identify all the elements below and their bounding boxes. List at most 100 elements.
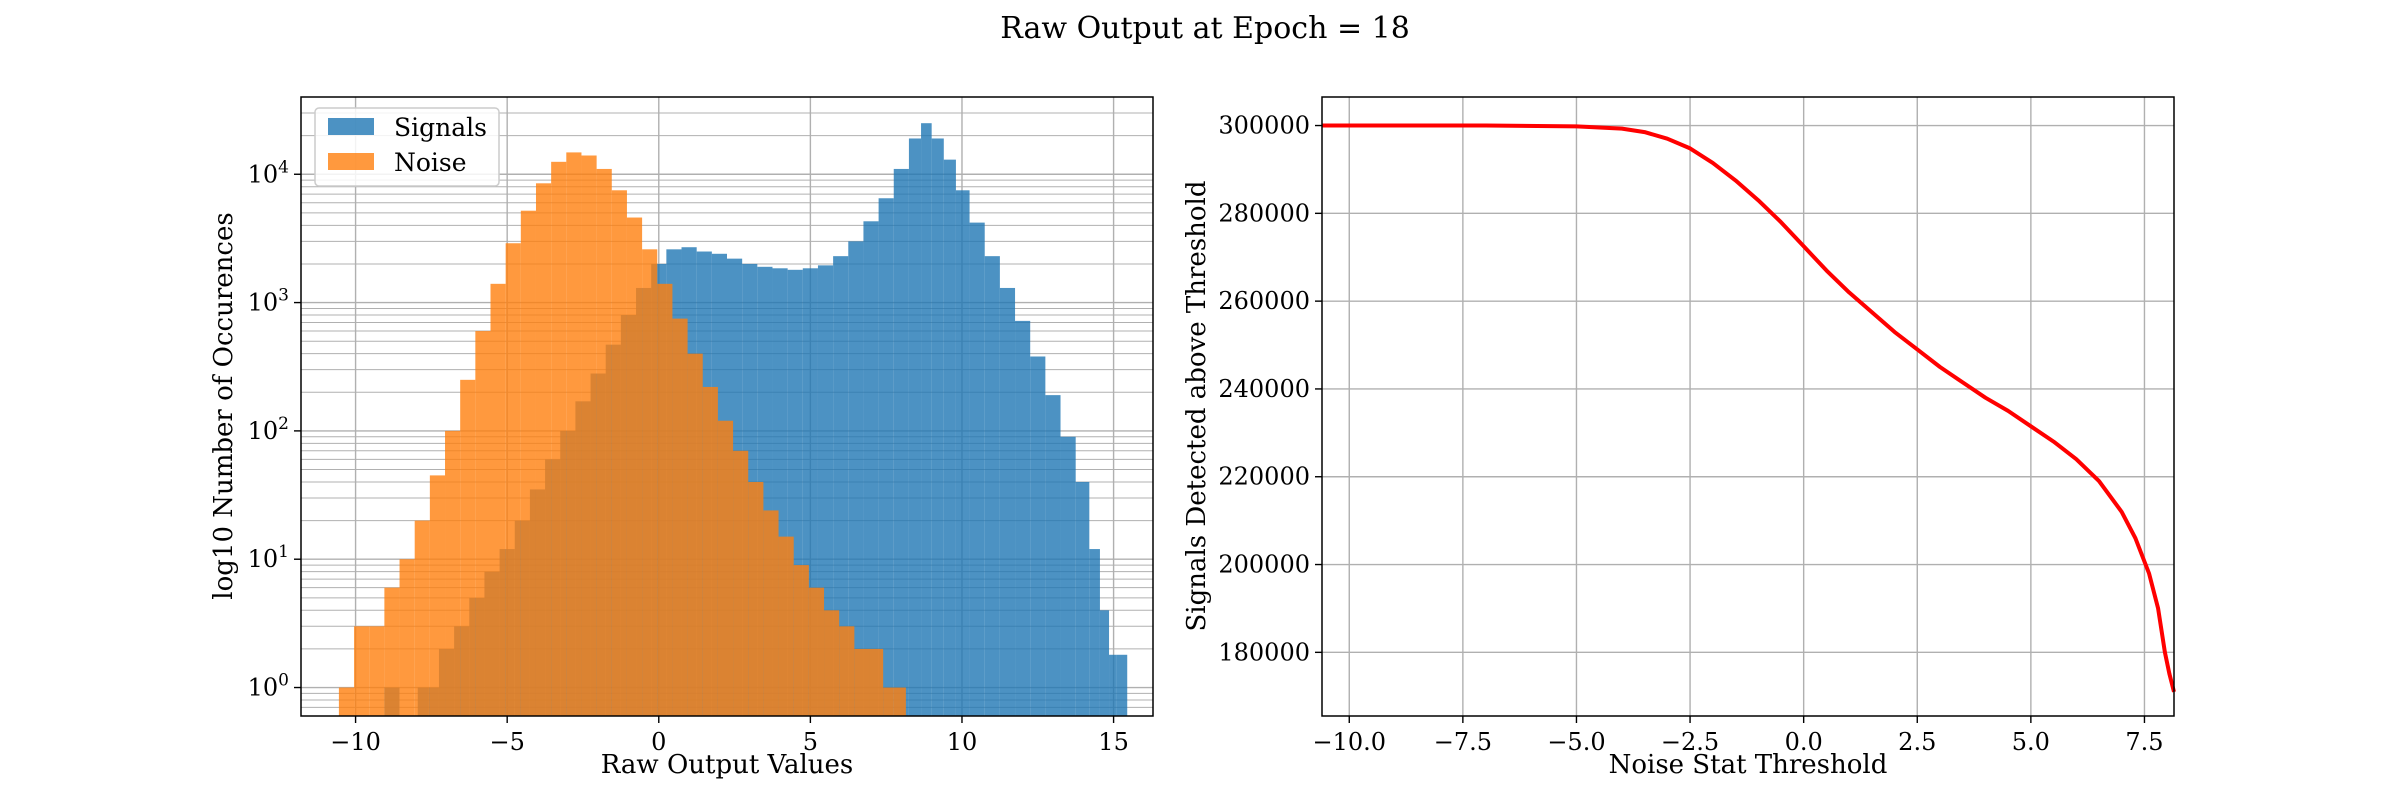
noise-bar	[399, 559, 415, 716]
noise-bar	[717, 420, 734, 716]
line-x-tick-label: −5.0	[1547, 728, 1605, 756]
signals-bar	[921, 123, 932, 716]
line-x-label: Noise Stat Threshold	[1609, 750, 1888, 780]
histogram-frame	[300, 96, 1154, 717]
noise-bar	[778, 536, 794, 716]
signals-bar	[1089, 549, 1100, 716]
line-chart: −10.0 −7.5 −5.0 −2.5 0.0 2.5 5.0 7.5 180000 2000…	[1182, 96, 2176, 780]
histogram-y-ticks: 100 101 102 103 104	[248, 157, 301, 702]
histogram-chart: −10 −5 0 5 10 15 100 101 102 103 104 Raw Output V…	[209, 96, 1154, 780]
histogram-x-tick-label: −10	[330, 728, 381, 756]
noise-bar	[369, 626, 385, 716]
line-y-ticks: 180000 200000 220000 240000 260000 280000 3000…	[1218, 112, 1322, 666]
noise-bar	[854, 648, 870, 716]
noise-bar	[460, 379, 476, 716]
legend-swatch-noise	[328, 153, 374, 170]
histogram-y-tick-label: 101	[248, 542, 289, 573]
noise-bar	[642, 249, 658, 716]
noise-bar	[763, 510, 779, 716]
line-x-tick-label: 2.5	[1898, 728, 1936, 756]
histogram-x-tick-label: 0	[651, 728, 666, 756]
noise-bar	[338, 687, 355, 716]
noise-bar	[626, 217, 643, 716]
histogram-x-tick-label: 10	[947, 728, 978, 756]
signals-bar	[1060, 436, 1076, 716]
noise-bar	[429, 475, 446, 716]
noise-bar	[839, 626, 855, 716]
noise-bar	[414, 520, 430, 716]
noise-bar	[505, 243, 521, 717]
noise-bar	[687, 353, 703, 716]
noise-bar	[748, 481, 764, 716]
histogram-x-ticks: −10 −5 0 5 10 15	[330, 716, 1129, 756]
signals-bar	[1099, 610, 1110, 716]
histogram-x-tick-label: 5	[803, 728, 818, 756]
signals-bar	[878, 198, 894, 717]
noise-bar	[490, 283, 506, 716]
line-y-tick-label: 220000	[1218, 463, 1310, 491]
noise-bar	[475, 331, 491, 716]
line-frame	[1321, 96, 2175, 717]
line-y-tick-label: 300000	[1218, 112, 1310, 140]
noise-bar	[384, 587, 400, 716]
signals-bar	[984, 256, 1000, 716]
signals-bar	[1045, 395, 1061, 716]
noise-bars	[338, 152, 906, 717]
histogram-y-tick-label: 102	[248, 414, 289, 445]
signals-bar	[848, 241, 864, 717]
legend-label-noise: Noise	[394, 148, 467, 177]
noise-bar	[672, 318, 688, 716]
noise-bar	[808, 587, 825, 716]
signals-bar	[863, 221, 879, 716]
noise-bar	[824, 610, 840, 716]
noise-bar	[551, 161, 567, 716]
signals-bar	[1015, 320, 1031, 716]
noise-bar	[566, 152, 582, 716]
signals-bar	[1030, 356, 1046, 716]
line-x-tick-label: −10.0	[1312, 728, 1386, 756]
signals-bar	[908, 138, 922, 717]
line-y-tick-label: 240000	[1218, 375, 1310, 403]
signals-bar	[833, 256, 849, 716]
signals-bar	[955, 190, 970, 717]
noise-bar	[702, 386, 718, 716]
signals-bar	[931, 138, 944, 717]
line-x-tick-label: 0.0	[1785, 728, 1823, 756]
histogram-y-tick-label: 103	[248, 286, 289, 317]
noise-bar	[611, 190, 627, 717]
noise-bar	[596, 168, 612, 717]
signals-bar	[893, 168, 909, 717]
signals-bar	[1116, 654, 1128, 716]
noise-bar	[893, 687, 906, 716]
line-y-tick-label: 200000	[1218, 551, 1310, 579]
line-y-tick-label: 280000	[1218, 199, 1310, 227]
signals-bar	[1075, 481, 1090, 716]
legend-swatch-signals	[328, 118, 374, 135]
histogram-y-tick-label: 104	[248, 157, 289, 188]
noise-bar	[581, 155, 597, 716]
noise-bar	[445, 430, 461, 716]
signals-bar	[943, 159, 956, 717]
noise-bar	[657, 283, 673, 716]
line-y-tick-label: 180000	[1218, 638, 1310, 666]
noise-bar	[520, 210, 536, 716]
histogram-x-label: Raw Output Values	[601, 750, 853, 780]
noise-bar	[869, 648, 884, 716]
noise-bar	[733, 450, 749, 716]
noise-bar	[883, 687, 894, 716]
histogram-x-tick-label: −5	[489, 728, 524, 756]
line-x-tick-label: 5.0	[2012, 728, 2050, 756]
histogram-y-label: log10 Number of Occurences	[209, 212, 239, 599]
signals-bar	[999, 287, 1016, 716]
line-x-tick-label: −2.5	[1661, 728, 1719, 756]
line-y-tick-label: 260000	[1218, 287, 1310, 315]
histogram-y-tick-label: 100	[248, 671, 289, 702]
line-x-ticks: −10.0 −7.5 −5.0 −2.5 0.0 2.5 5.0 7.5	[1312, 716, 2164, 756]
histogram-legend: Signals Noise	[314, 107, 500, 187]
signals-detected-line	[1322, 123, 2176, 693]
line-x-tick-label: −7.5	[1434, 728, 1492, 756]
figure-title: Raw Output at Epoch = 18	[1000, 11, 1410, 46]
signals-bar	[969, 222, 985, 716]
noise-bar	[535, 183, 552, 716]
